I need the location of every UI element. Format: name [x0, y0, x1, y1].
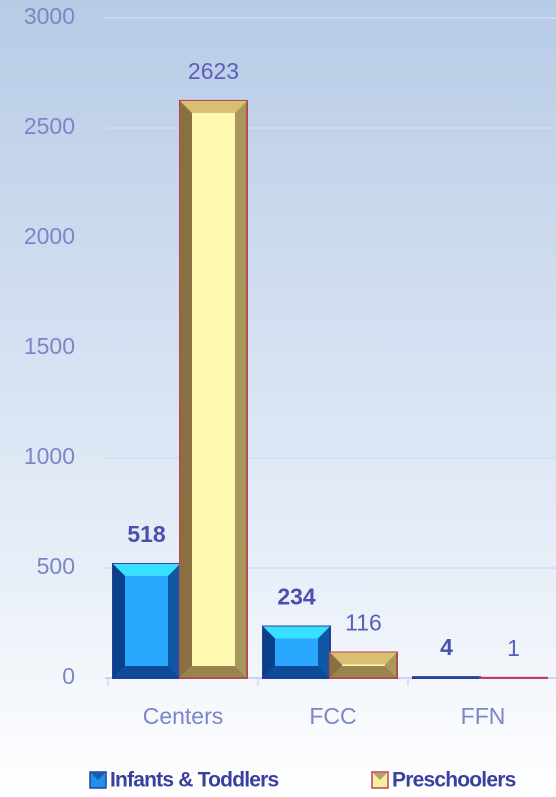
bevel-face: [275, 638, 318, 666]
bevel: [235, 100, 247, 678]
bar: [412, 676, 481, 679]
bevel: [330, 652, 397, 665]
y-tick-label: 500: [37, 553, 75, 579]
value-label: 4: [440, 634, 453, 660]
bevel: [385, 652, 397, 678]
value-label: 2623: [188, 58, 239, 84]
bevel: [113, 564, 180, 577]
bevel: [330, 666, 397, 678]
x-tick-label: FFN: [461, 703, 506, 729]
x-tick-label: FCC: [309, 703, 356, 729]
bevel: [168, 564, 180, 678]
bevel: [180, 666, 247, 678]
bevel-face: [192, 112, 235, 666]
y-tick-label: 1500: [24, 333, 75, 359]
bevel: [318, 626, 330, 678]
bevel-face: [342, 664, 385, 666]
legend-bevel: [373, 773, 387, 780]
bevel: [263, 626, 275, 678]
bevel: [180, 100, 192, 678]
y-tick-label: 3000: [24, 3, 75, 29]
x-tick-label: Centers: [143, 703, 224, 729]
bevel: [113, 564, 125, 678]
legend-label: Preschoolers: [392, 769, 516, 792]
bevel: [180, 100, 247, 113]
bevel: [113, 666, 180, 678]
y-tick-label: 1000: [24, 443, 75, 469]
legend-bevel: [91, 773, 105, 780]
value-label: 234: [277, 584, 316, 610]
value-label: 116: [345, 610, 382, 636]
value-label: 518: [127, 521, 166, 547]
y-tick-label: 2000: [24, 223, 75, 249]
value-label: 1: [507, 635, 520, 661]
bevel: [330, 652, 342, 678]
bevel: [263, 626, 330, 639]
y-tick-label: 0: [62, 663, 75, 689]
legend-label: Infants & Toddlers: [110, 769, 279, 792]
y-tick-label: 2500: [24, 113, 75, 139]
bevel-face: [125, 576, 168, 666]
bevel: [263, 666, 330, 678]
